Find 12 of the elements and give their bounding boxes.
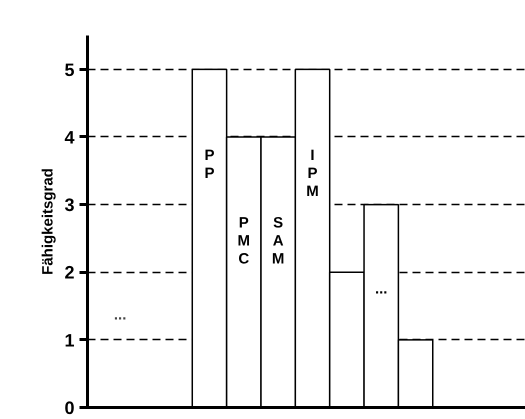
y-tick-label: 4 (64, 127, 75, 148)
y-tick-label: 3 (64, 195, 75, 216)
y-tick-label: 1 (64, 330, 75, 350)
y-tick-label: 5 (64, 60, 75, 80)
x-tick-label: PMC (238, 214, 250, 268)
x-tick-label: PP (204, 147, 214, 182)
x-tick-label: IPM (306, 147, 319, 200)
x-tick-label: SAM (272, 214, 284, 268)
y-tick-label: 0 (64, 398, 75, 418)
y-axis-title: Fähigkeitsgrad (39, 168, 56, 275)
text: ... (114, 306, 126, 324)
y-tick-label: 2 (64, 262, 75, 283)
